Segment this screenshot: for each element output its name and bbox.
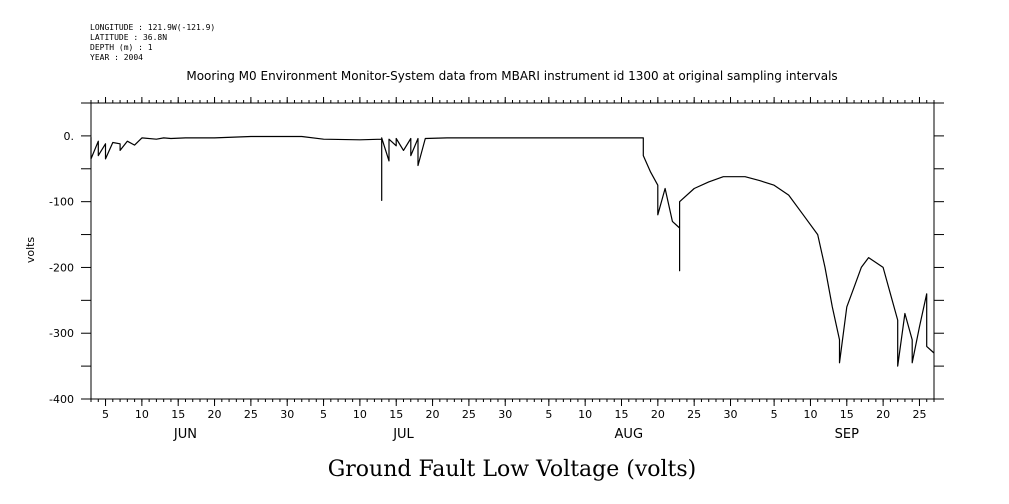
x-tick-label: 20 <box>426 408 440 421</box>
x-tick-labels: 5 10 15 20 25 30 5 10 15 20 25 30 5 10 15 20 25 30 5 10 15 20… <box>102 408 926 421</box>
x-tick-label: 20 <box>876 408 890 421</box>
x-tick-label: 30 <box>498 408 512 421</box>
x-tick-label: 5 <box>320 408 327 421</box>
y-tick-label: -300 <box>49 327 74 340</box>
y-tick-label: -200 <box>49 261 74 274</box>
x-tick-label: 20 <box>651 408 665 421</box>
y-tick-label: 0. <box>64 130 75 143</box>
x-tick-label: 25 <box>687 408 701 421</box>
latitude-label: LATITUDE : 36.8N <box>90 33 167 42</box>
x-tick-label: 25 <box>462 408 476 421</box>
month-label: JUN <box>173 427 197 442</box>
year-label: YEAR : 2004 <box>90 53 143 62</box>
x-tick-label: 10 <box>353 408 367 421</box>
x-tick-label: 30 <box>724 408 738 421</box>
x-tick-label: 15 <box>840 408 854 421</box>
x-tick-label: 25 <box>244 408 258 421</box>
x-tick-label: 30 <box>280 408 294 421</box>
plot-frame <box>90 102 935 400</box>
month-label: AUG <box>615 427 643 442</box>
x-tick-label: 5 <box>771 408 778 421</box>
x-tick-label: 10 <box>803 408 817 421</box>
x-tick-label: 10 <box>135 408 149 421</box>
axis-ticks <box>81 97 944 406</box>
month-labels: JUN JUL AUG SEP <box>173 427 859 442</box>
x-tick-label: 15 <box>171 408 185 421</box>
x-tick-label: 20 <box>208 408 222 421</box>
x-tick-label: 15 <box>389 408 403 421</box>
chart-title: Mooring M0 Environment Monitor-System da… <box>186 69 837 83</box>
y-tick-labels: 0. -100 -200 -300 -400 <box>49 130 74 406</box>
data-series <box>90 135 935 367</box>
series-line <box>90 135 935 367</box>
y-tick-label: -100 <box>49 196 74 209</box>
x-tick-label: 15 <box>615 408 629 421</box>
x-tick-label: 25 <box>912 408 926 421</box>
x-axis-title: Ground Fault Low Voltage (volts) <box>328 457 697 482</box>
x-tick-label: 10 <box>578 408 592 421</box>
y-tick-label: -400 <box>49 393 74 406</box>
month-label: SEP <box>835 427 859 442</box>
month-label: JUL <box>392 427 414 442</box>
y-axis-label: volts <box>24 237 37 264</box>
x-tick-label: 5 <box>102 408 109 421</box>
metadata-block: LONGITUDE : 121.9W(-121.9) LATITUDE : 36… <box>90 23 215 62</box>
depth-label: DEPTH (m) : 1 <box>90 43 153 52</box>
x-tick-label: 5 <box>545 408 552 421</box>
longitude-label: LONGITUDE : 121.9W(-121.9) <box>90 23 215 32</box>
